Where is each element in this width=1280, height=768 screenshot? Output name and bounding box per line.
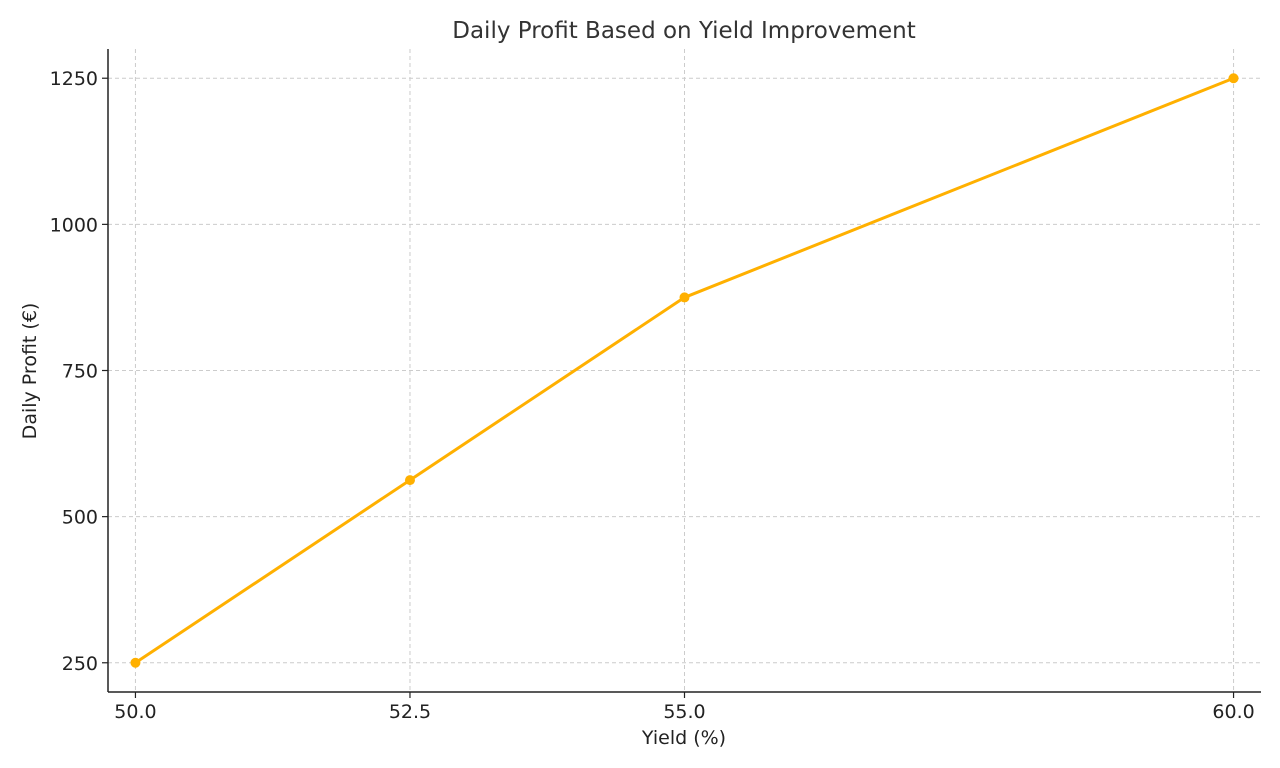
ticks: 50.0 52.5 55.0 60.0 250 500 750 1000 1250 — [50, 68, 1255, 723]
chart-title: Daily Profit Based on Yield Improvement — [452, 18, 915, 44]
y-tick-label-3: 1000 — [50, 214, 98, 236]
y-tick-label-4: 1250 — [50, 68, 98, 90]
data-point-0-2 — [679, 292, 690, 303]
y-axis-label: Daily Profit (€) — [19, 303, 41, 440]
x-tick-label-2: 55.0 — [663, 701, 705, 723]
y-tick-label-0: 250 — [62, 653, 98, 675]
data-point-0-0 — [130, 657, 141, 668]
x-axis-label: Yield (%) — [641, 727, 726, 749]
series-line-0 — [133, 76, 1236, 665]
series — [130, 73, 1239, 668]
data-point-0-1 — [404, 475, 415, 486]
x-tick-label-3: 60.0 — [1212, 701, 1254, 723]
grid — [108, 49, 1261, 692]
y-tick-label-2: 750 — [62, 361, 98, 383]
y-tick-label-1: 500 — [62, 507, 98, 529]
x-tick-label-0: 50.0 — [114, 701, 156, 723]
data-point-0-3 — [1228, 73, 1239, 84]
x-tick-label-1: 52.5 — [389, 701, 431, 723]
